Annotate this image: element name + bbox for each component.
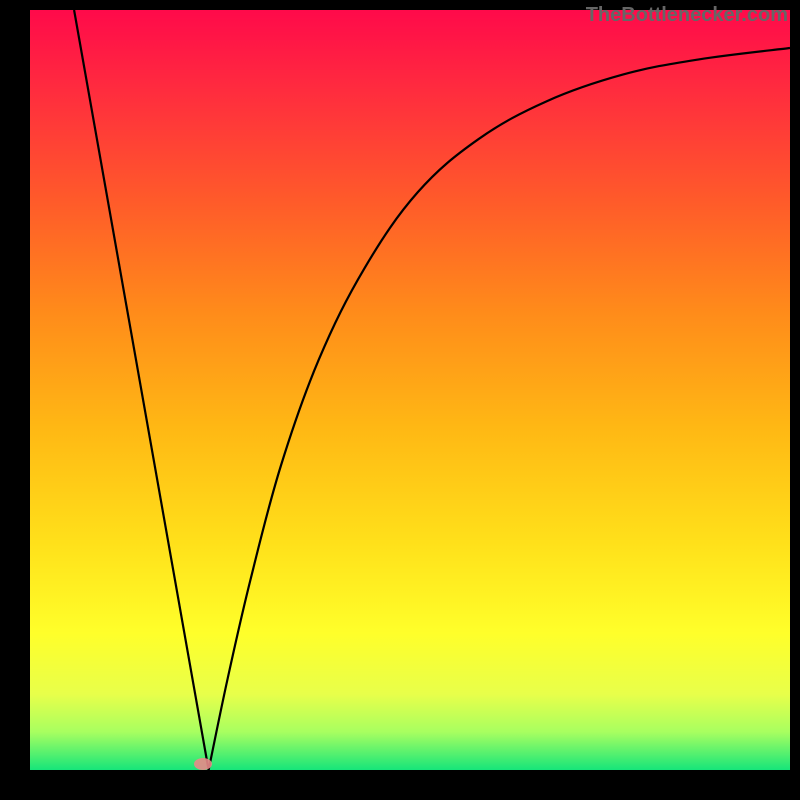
curve-right-branch — [209, 48, 790, 770]
optimum-marker — [194, 758, 212, 770]
curve-left-branch — [74, 10, 209, 770]
bottleneck-curve — [0, 0, 800, 800]
chart-frame: TheBottlenecker.com — [0, 0, 800, 800]
